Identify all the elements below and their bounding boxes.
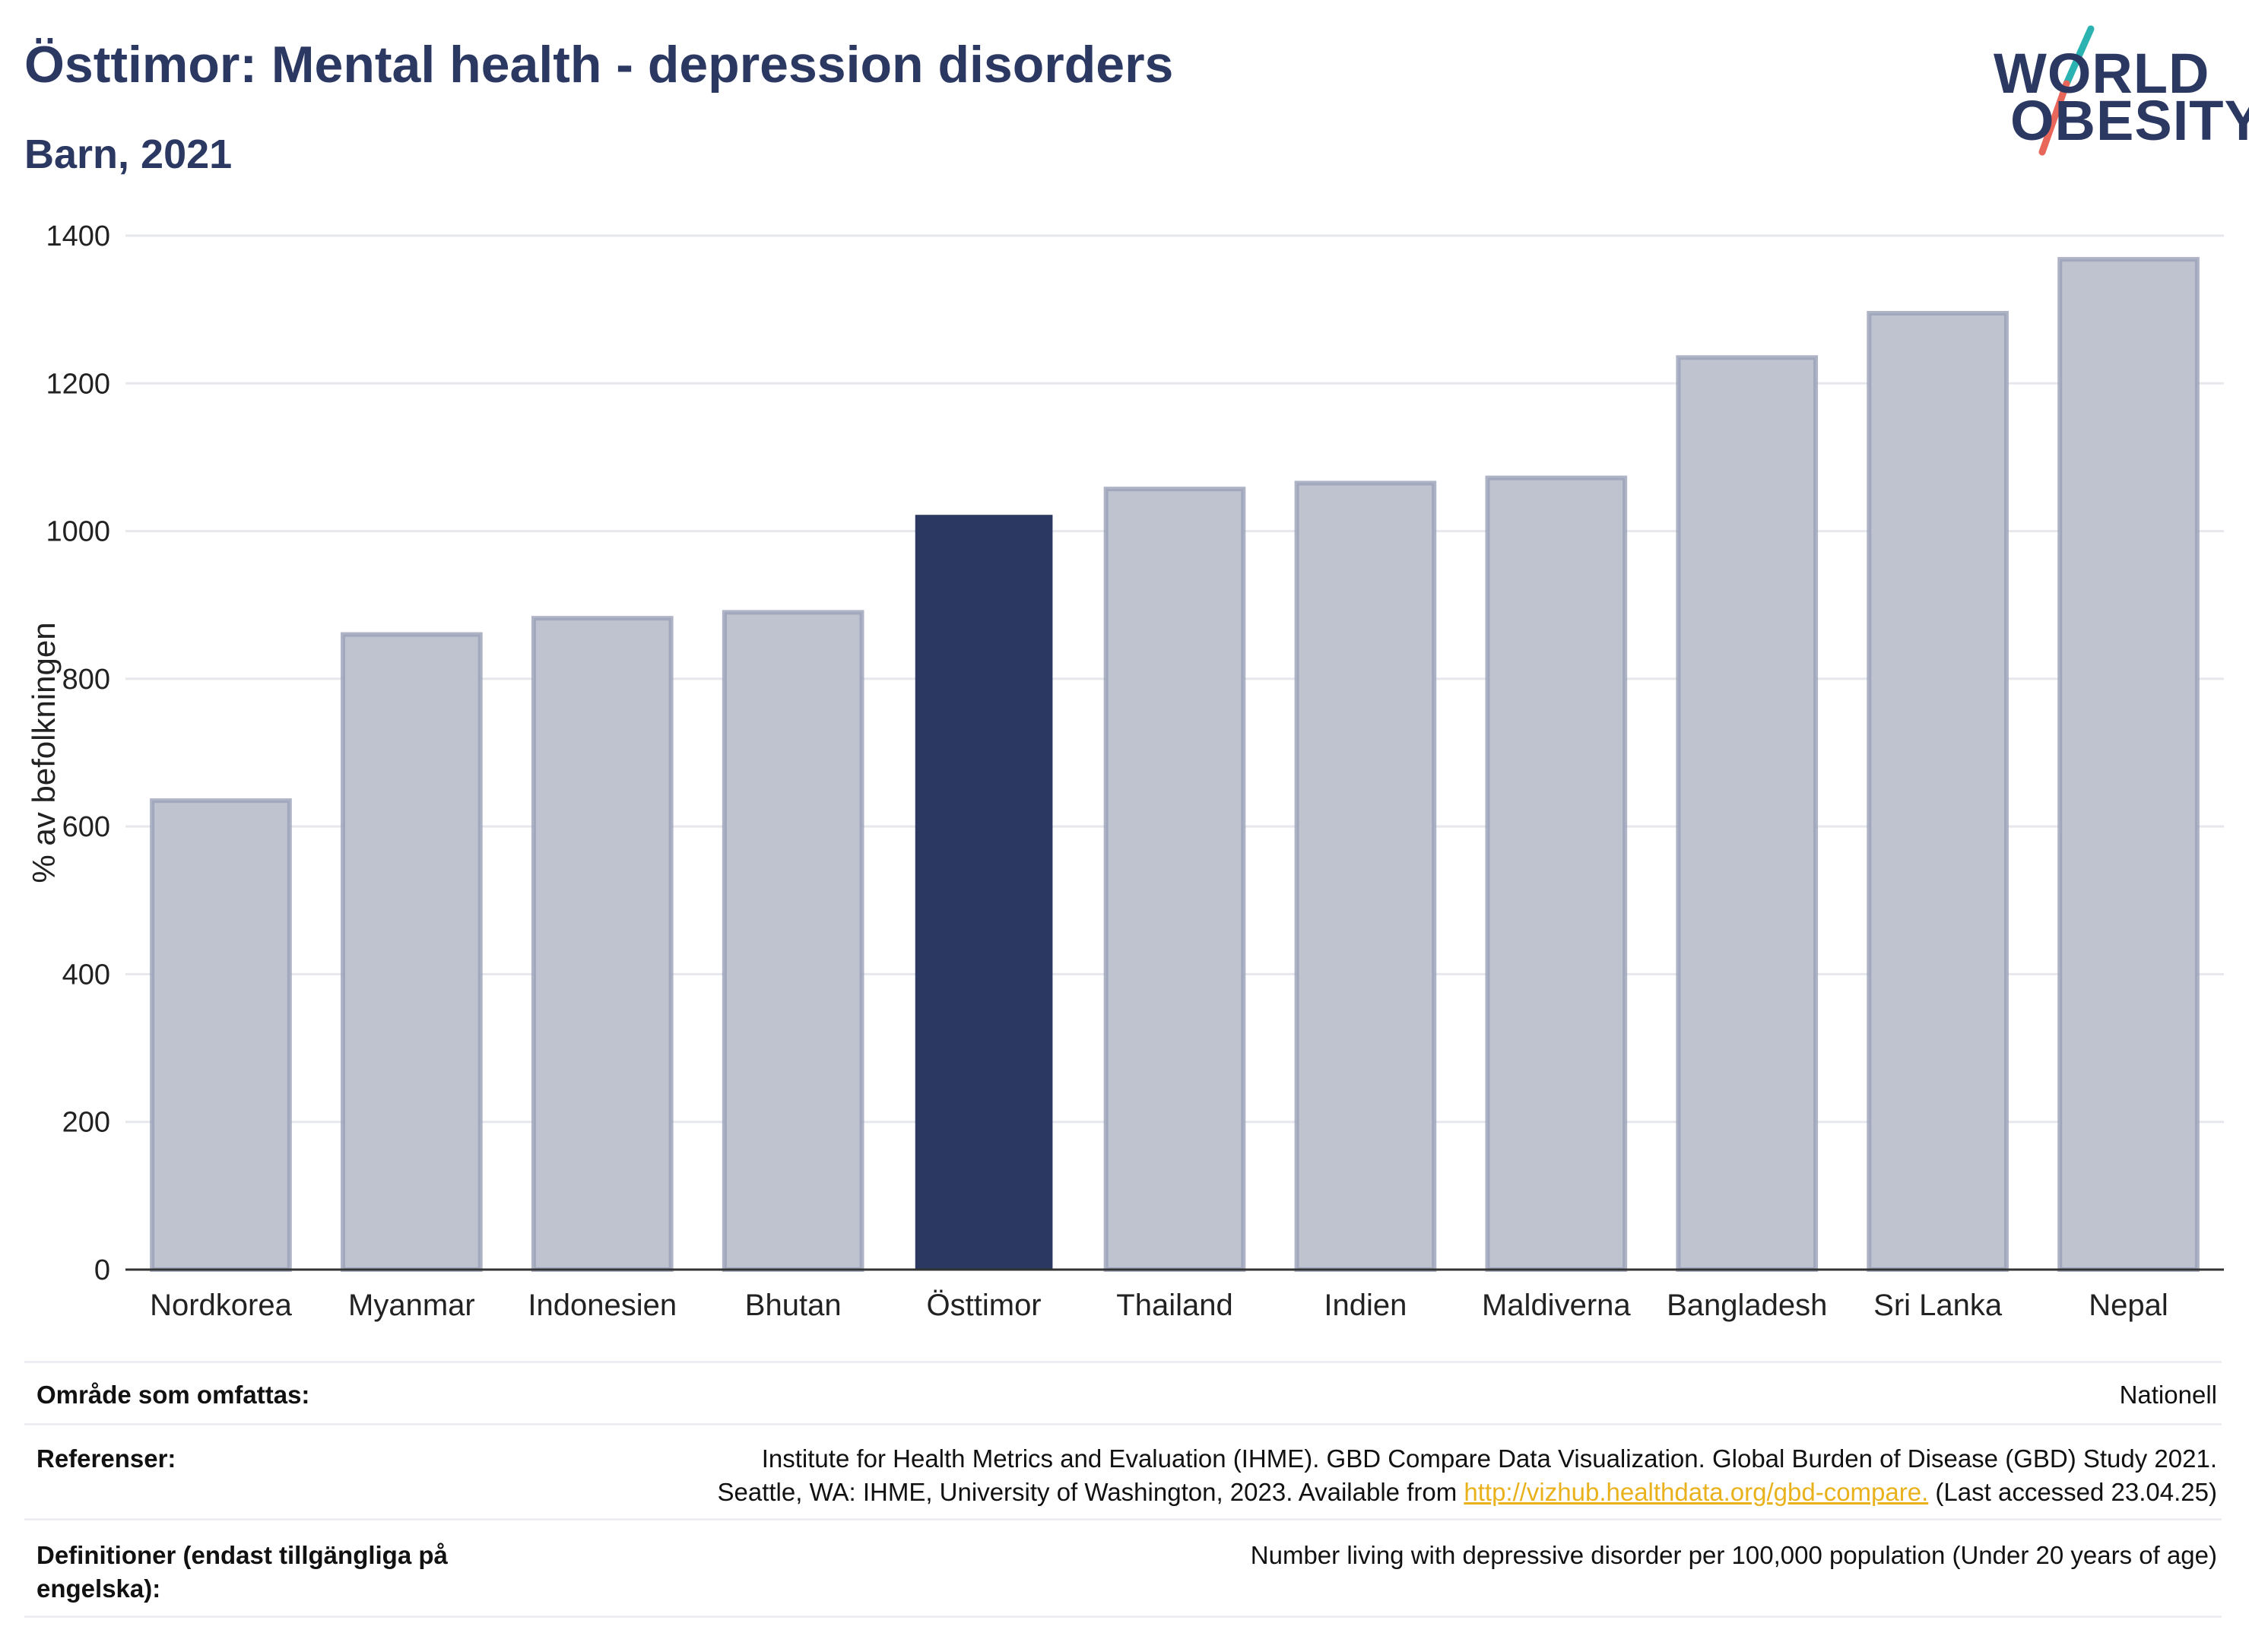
meta-key-references: Referenser: xyxy=(36,1444,176,1473)
meta-key-definitions: Definitioner (endast tillgängliga på eng… xyxy=(36,1541,448,1603)
x-tick-label: Thailand xyxy=(1116,1289,1232,1322)
logo-line-1: WORLD xyxy=(1994,42,2210,105)
y-tick-label: 1000 xyxy=(46,516,110,548)
y-tick-label: 200 xyxy=(62,1107,110,1139)
x-tick-label: Nepal xyxy=(2089,1289,2168,1322)
bar xyxy=(531,616,674,1272)
bar xyxy=(1294,480,1437,1272)
y-axis-label: % av befolkningen xyxy=(26,622,62,883)
meta-row-coverage: Område som omfattas: Nationell xyxy=(24,1361,2222,1425)
x-tick-label: Indien xyxy=(1324,1289,1407,1322)
x-tick-label: Indonesien xyxy=(528,1289,677,1322)
meta-row-references: Referenser: Institute for Health Metrics… xyxy=(24,1423,2222,1520)
x-tick-label: Myanmar xyxy=(348,1289,475,1322)
bar-chart: 0 200 400 600 800 1000 1200 1400 Nordkorea Myanma… xyxy=(26,220,2224,1322)
chart-subtitle: Barn, 2021 xyxy=(24,132,233,177)
y-tick-label: 800 xyxy=(62,664,110,696)
x-tick-label: Bhutan xyxy=(745,1289,842,1322)
meta-key-coverage: Område som omfattas: xyxy=(36,1381,310,1409)
logo-slash-icon xyxy=(2038,25,2095,156)
x-tick-label: Bangladesh xyxy=(1667,1289,1827,1322)
y-tick-label: 0 xyxy=(94,1254,110,1286)
meta-row-definitions: Definitioner (endast tillgängliga på eng… xyxy=(24,1518,2222,1618)
x-tick-label: Östtimor xyxy=(927,1289,1042,1322)
x-tick-label: Maldiverna xyxy=(1482,1289,1631,1322)
bar xyxy=(722,610,864,1272)
meta-value-coverage: Nationell xyxy=(2119,1381,2217,1409)
bar xyxy=(341,632,483,1272)
y-tick-label: 1400 xyxy=(46,220,110,252)
logo-line-2: OBESITY xyxy=(2010,89,2249,152)
bar xyxy=(1676,355,1819,1272)
bar xyxy=(1485,475,1628,1273)
metadata-table: Område som omfattas: Nationell Referense… xyxy=(24,1361,2222,1619)
x-tick-label: Nordkorea xyxy=(150,1289,293,1322)
bar xyxy=(1867,311,2009,1272)
chart-title: Östtimor: Mental health - depression dis… xyxy=(24,36,1174,94)
meta-reference-text: Seattle, WA: IHME, University of Washing… xyxy=(717,1478,1458,1506)
bar xyxy=(915,515,1053,1270)
meta-value-references-line-2: Seattle, WA: IHME, University of Washing… xyxy=(620,1476,2218,1509)
reference-link[interactable]: http://vizhub.healthdata.org/gbd-compare… xyxy=(1464,1478,1929,1506)
y-tick-label: 1200 xyxy=(46,368,110,400)
x-tick-label: Sri Lanka xyxy=(1873,1289,2003,1322)
bar xyxy=(150,798,292,1272)
meta-reference-accessed: (Last accessed 23.04.25) xyxy=(1928,1478,2217,1506)
meta-value-references-line-1: Institute for Health Metrics and Evaluat… xyxy=(761,1444,2217,1473)
y-tick-label: 400 xyxy=(62,959,110,991)
bar xyxy=(1103,487,1246,1273)
y-tick-label: 600 xyxy=(62,811,110,843)
bar xyxy=(2057,257,2200,1273)
meta-value-definitions: Number living with depressive disorder p… xyxy=(1250,1541,2217,1569)
world-obesity-logo: WORLD OBESITY xyxy=(1977,23,2249,160)
